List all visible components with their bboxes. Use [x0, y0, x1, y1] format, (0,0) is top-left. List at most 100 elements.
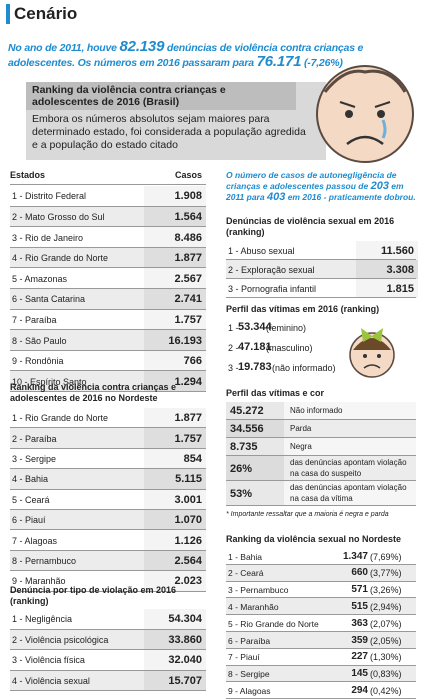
row-value: 1.757: [174, 432, 202, 445]
value-bg: [356, 241, 418, 260]
row-value: 1.877: [174, 252, 202, 265]
divider: [10, 246, 206, 248]
table-header: Casos: [174, 170, 202, 180]
row-pct: (2,05%): [370, 635, 402, 646]
row-value: 227: [351, 651, 368, 663]
autoneg-note: O número de casos de autonegligência de …: [226, 170, 421, 203]
row-label: 5 - Ceará: [12, 494, 50, 505]
note-text: em 2011 para: [226, 181, 404, 202]
profile-rank: 2 -: [228, 343, 239, 353]
row-value: 1.126: [174, 534, 202, 547]
divider: [226, 614, 416, 616]
row-label: 6 - Paraíba: [228, 635, 271, 646]
row-value: 16.193: [168, 334, 202, 347]
row-value: 3.001: [174, 493, 202, 506]
row-label: 6 - Piauí: [12, 515, 46, 526]
row-pct: (3,77%): [370, 568, 402, 579]
header-bar: [6, 4, 10, 24]
value-bg: [144, 670, 206, 691]
row-value: 1.347: [342, 550, 368, 562]
section-title: Perfil das vítimas e cor: [226, 388, 325, 398]
row-value: 515: [351, 600, 368, 612]
section-title: Ranking da violência contra crianças e a…: [10, 382, 177, 403]
value-bg: [144, 289, 206, 310]
divider: [226, 664, 416, 666]
profile-value: 53.344: [238, 321, 272, 333]
row-label: 7 - Paraíba: [12, 314, 57, 325]
row-value: 294: [351, 684, 368, 696]
divider: [10, 391, 206, 392]
divider: [226, 455, 416, 456]
row-label: 2 - Ceará: [228, 568, 264, 579]
value-bg: [144, 609, 206, 630]
row-value: 2.567: [174, 272, 202, 285]
note-text: O número de casos de autonegligência de …: [226, 170, 397, 191]
value-bg: [144, 227, 206, 248]
value-bg: [144, 309, 206, 331]
intro-text: denúncias de violência contra crianças e…: [8, 42, 364, 69]
profile-rank: 1 -: [228, 323, 239, 333]
divider: [10, 370, 206, 372]
row-label: 9 - Rondônia: [12, 356, 64, 367]
profile-value: 19.783: [238, 361, 272, 373]
row-label: 4 - Maranhão: [228, 601, 279, 612]
row-value: 54.304: [168, 613, 202, 626]
divider: [226, 580, 416, 582]
row-bg: [226, 632, 416, 649]
divider: [10, 628, 206, 630]
color-value: 45.272: [230, 405, 264, 417]
divider: [226, 259, 416, 260]
row-bg: [226, 564, 416, 582]
row-label: 1 - Abuso sexual: [228, 245, 295, 256]
value-bg: [144, 510, 206, 531]
color-value: 8.735: [230, 441, 258, 453]
row-pct: (0,42%): [370, 685, 402, 696]
row-label: 4 - Bahia: [12, 474, 49, 485]
row-value: 1.815: [386, 282, 414, 295]
color-label: Negra: [290, 442, 312, 451]
row-label: 5 - Amazonas: [12, 273, 68, 284]
header-title: Cenário: [14, 4, 78, 23]
row-value: 359: [351, 634, 368, 646]
row-value: 1.757: [174, 313, 202, 326]
divider: [10, 468, 206, 470]
row-value: 1.070: [174, 514, 202, 527]
divider: [226, 297, 416, 298]
row-value: 8.486: [174, 231, 202, 244]
row-value: 5.115: [175, 473, 202, 486]
row-value: 660: [351, 567, 368, 579]
row-label: 8 - São Paulo: [12, 335, 67, 346]
row-value: 11.560: [380, 244, 414, 257]
divider: [226, 419, 416, 420]
section-title: Denúncias de violência sexual em 2016 (r…: [226, 216, 395, 237]
row-label: 9 - Alagoas: [228, 685, 271, 696]
row-value: 571: [351, 584, 368, 596]
row-pct: (2,94%): [370, 601, 402, 612]
section-title: Ranking da violência sexual no Nordeste: [226, 534, 402, 544]
section-title: Denúncia por tipo de violação em 2016 (r…: [10, 585, 177, 606]
row-value: 3.308: [386, 263, 414, 276]
color-value: 34.556: [230, 423, 264, 435]
row-value: 1.908: [174, 190, 202, 203]
row-label: 7 - Piauí: [228, 652, 260, 663]
row-label: 1 - Bahia: [228, 551, 263, 562]
color-label: Não informado: [290, 406, 343, 415]
divider: [10, 349, 206, 351]
row-label: 5 - Rio Grande do Norte: [228, 618, 319, 629]
ranking-box-band: [26, 82, 296, 110]
intro-number: 76.171: [256, 53, 302, 70]
row-label: 4 - Violência sexual: [12, 675, 90, 686]
row-label: 10 - Espírito Santo: [12, 376, 87, 387]
divider: [226, 698, 416, 700]
row-value: 2.741: [174, 293, 202, 306]
profile-note: (feminino): [266, 323, 307, 333]
divider: [226, 647, 416, 649]
row-pct: (3,26%): [370, 585, 402, 596]
row-label: 3 - Pornografia infantil: [228, 283, 317, 294]
row-value: 1.294: [174, 375, 202, 388]
color-value: 53%: [230, 487, 253, 500]
divider: [226, 597, 416, 599]
note-number: 403: [266, 191, 286, 203]
row-label: 3 - Rio de Janeiro: [12, 232, 84, 243]
divider: [226, 437, 416, 438]
